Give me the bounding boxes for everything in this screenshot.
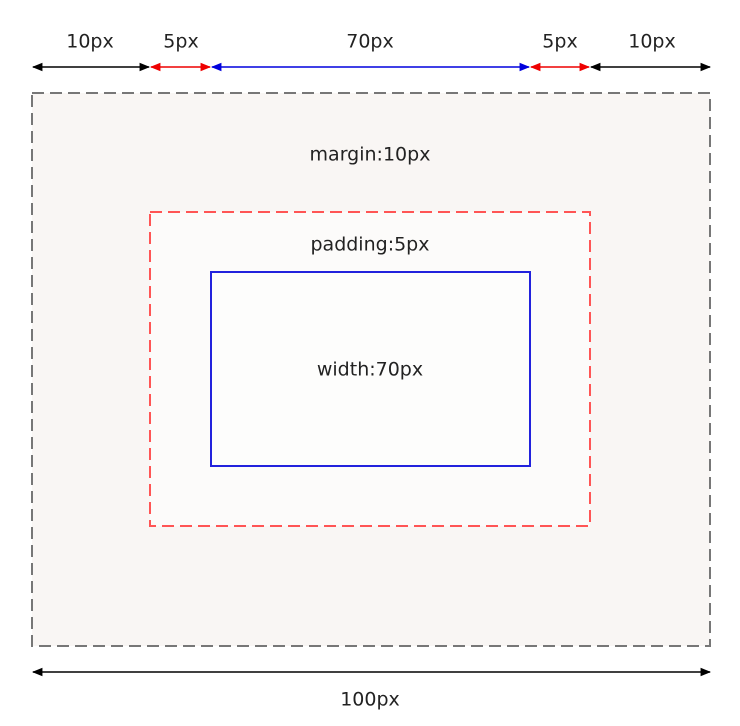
dimension-label: 70px [346, 31, 393, 53]
content-box [210, 271, 531, 467]
dimension-label: 5px [163, 31, 198, 53]
dimension-label: 10px [628, 31, 675, 53]
padding-label: padding:5px [310, 234, 429, 256]
dimension-label: 10px [66, 31, 113, 53]
dimension-label: 5px [542, 31, 577, 53]
content-label: width:70px [317, 359, 423, 381]
total-label: 100px [340, 689, 400, 711]
margin-label: margin:10px [310, 144, 431, 166]
